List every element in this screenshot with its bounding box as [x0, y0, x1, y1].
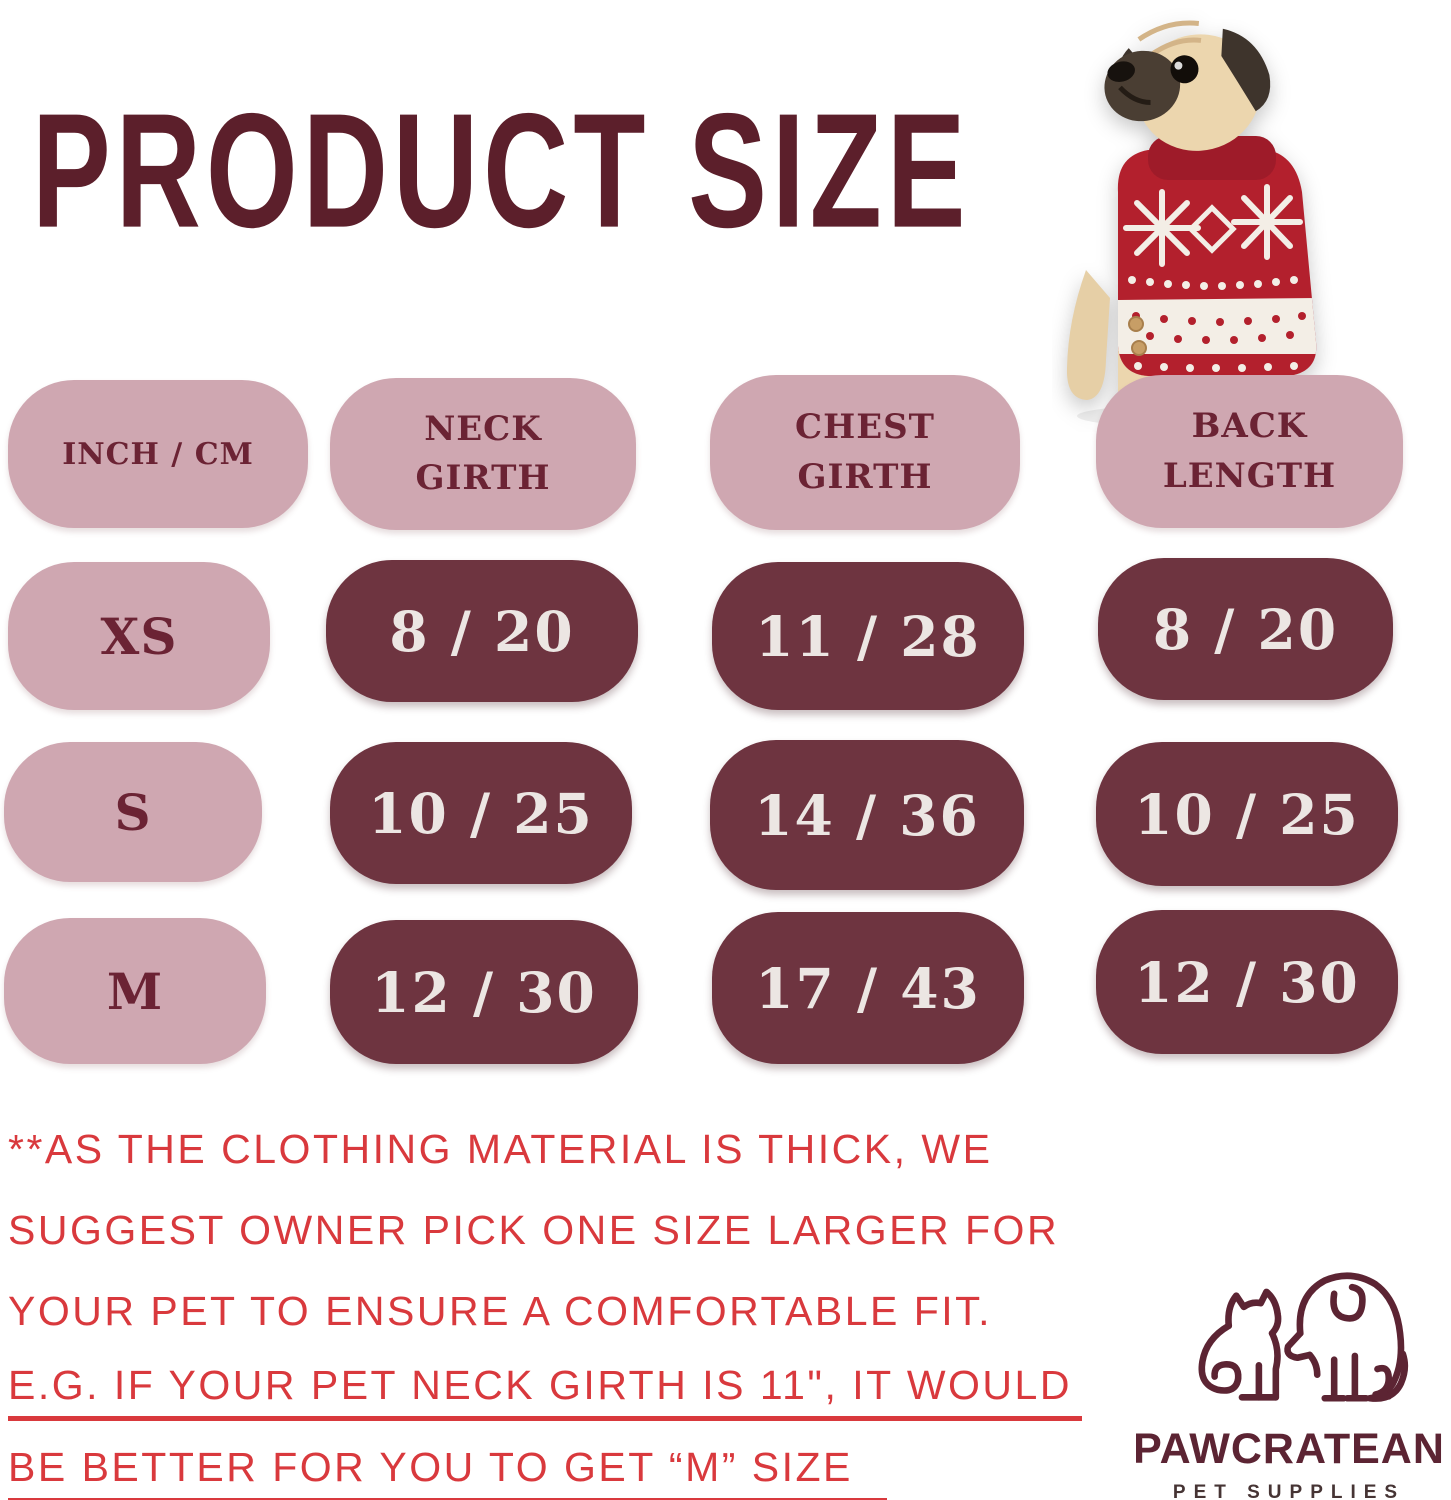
brand-logo: PAWCRATEAN PET SUPPLIES	[1128, 1258, 1450, 1500]
xs-chest-girth-value: 11 / 28	[755, 603, 981, 669]
row-s-label-pill: S	[4, 742, 262, 882]
m-chest-girth-value: 17 / 43	[755, 955, 981, 1021]
note-line-1: **AS THE CLOTHING MATERIAL IS THICK, WE	[8, 1126, 993, 1172]
sweater-button	[1128, 316, 1144, 332]
pug-nose	[1107, 61, 1135, 82]
m-neck-girth-pill: 12 / 30	[330, 920, 638, 1064]
size-label-xs: XS	[100, 606, 178, 666]
header-unit-label: INCH / CM	[62, 436, 254, 472]
header-chest-girth: CHEST GIRTH	[710, 375, 1020, 530]
header-back-length: BACK LENGTH	[1096, 375, 1403, 528]
header-unit: INCH / CM	[8, 380, 308, 528]
brand-name: PAWCRATEAN	[1133, 1425, 1445, 1473]
m-back-length-value: 12 / 30	[1134, 949, 1360, 1015]
brand-tagline: PET SUPPLIES	[1172, 1482, 1406, 1500]
xs-neck-girth-pill: 8 / 20	[326, 560, 638, 702]
s-neck-girth-value: 10 / 25	[368, 780, 594, 846]
size-label-s: S	[114, 782, 152, 842]
xs-back-length-pill: 8 / 20	[1098, 558, 1393, 700]
s-chest-girth-pill: 14 / 36	[710, 740, 1024, 890]
xs-back-length-value: 8 / 20	[1152, 596, 1339, 662]
page-title: PRODUCT SIZE	[32, 80, 971, 263]
snowflake-pattern	[1123, 184, 1303, 267]
s-neck-girth-pill: 10 / 25	[330, 742, 632, 884]
pug-photo	[1066, 20, 1327, 428]
s-chest-girth-value: 14 / 36	[754, 782, 980, 848]
m-back-length-pill: 12 / 30	[1096, 910, 1398, 1054]
note-line-5: BE BETTER FOR YOU TO GET “M” SIZE	[8, 1444, 887, 1500]
m-chest-girth-pill: 17 / 43	[712, 912, 1024, 1064]
header-back-length-label: BACK LENGTH	[1162, 406, 1337, 496]
pug-head	[1104, 20, 1271, 151]
s-back-length-value: 10 / 25	[1134, 781, 1360, 847]
m-neck-girth-value: 12 / 30	[371, 959, 597, 1025]
row-m-label-pill: M	[4, 918, 266, 1064]
pug-ear	[1221, 28, 1271, 112]
xs-neck-girth-value: 8 / 20	[389, 598, 575, 664]
header-neck-girth-label: NECK GIRTH	[415, 408, 551, 498]
sweater-button	[1131, 340, 1147, 356]
xs-chest-girth-pill: 11 / 28	[712, 562, 1024, 710]
size-label-m: M	[106, 961, 164, 1021]
note-line-3: YOUR PET TO ENSURE A COMFORTABLE FIT.	[8, 1288, 993, 1334]
pug-hind-leg	[1066, 270, 1110, 400]
note-line-4: E.G. IF YOUR PET NECK GIRTH IS 11", IT W…	[8, 1362, 1082, 1421]
note-line-2: SUGGEST OWNER PICK ONE SIZE LARGER FOR	[8, 1207, 1060, 1253]
row-xs-label-pill: XS	[8, 562, 270, 710]
header-chest-girth-label: CHEST GIRTH	[795, 407, 935, 497]
dog-and-cat-line-art-icon	[1198, 1272, 1409, 1402]
s-back-length-pill: 10 / 25	[1096, 742, 1398, 886]
header-neck-girth: NECK GIRTH	[330, 378, 636, 530]
